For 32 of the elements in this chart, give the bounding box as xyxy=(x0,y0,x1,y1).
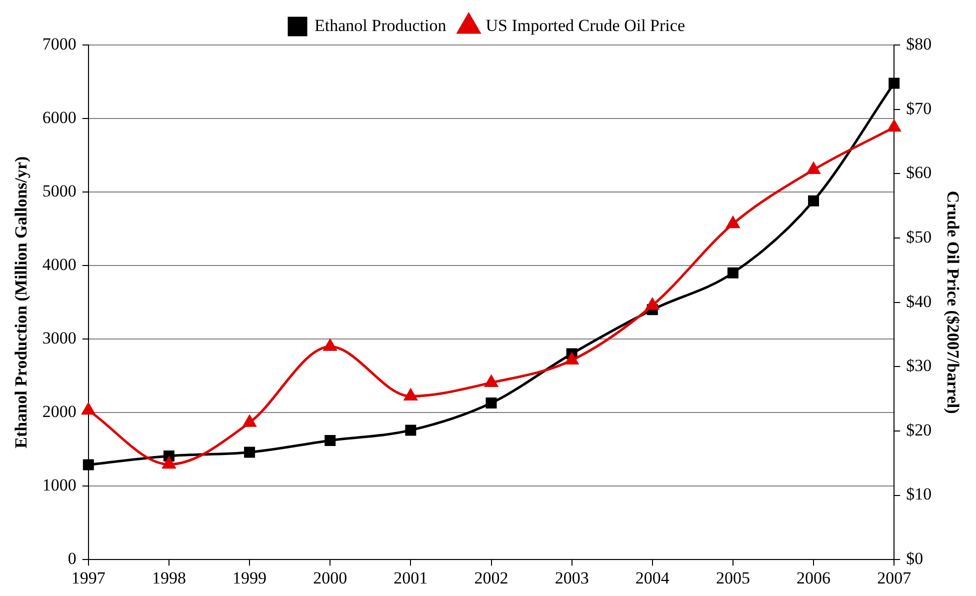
y2-tick-label: $40 xyxy=(906,292,932,311)
y-axis-title: Ethanol Production (Million Gallons/yr) xyxy=(12,156,31,448)
y-tick-label: 4000 xyxy=(42,255,76,274)
x-tick-label: 1999 xyxy=(232,568,267,588)
x-tick-label: 2005 xyxy=(716,568,750,588)
y-tick-label: 6000 xyxy=(42,108,76,127)
y-tick-label: 7000 xyxy=(42,34,76,54)
y2-tick-label: $80 xyxy=(906,34,932,54)
x-tick-label: 2000 xyxy=(313,568,348,588)
legend-label: Ethanol Production xyxy=(314,16,447,35)
x-tick-label: 2001 xyxy=(394,568,428,588)
x-tick-label: 1997 xyxy=(71,568,106,588)
x-tick-label: 2006 xyxy=(796,568,831,588)
y2-tick-label: $20 xyxy=(906,420,932,440)
y-tick-label: 1000 xyxy=(42,476,76,495)
x-tick-label: 2004 xyxy=(635,568,670,588)
y2-tick-label: $60 xyxy=(906,163,932,182)
y2-tick-label: $0 xyxy=(906,549,924,568)
y2-tick-label: $30 xyxy=(906,356,932,376)
x-tick-label: 2003 xyxy=(554,568,589,588)
x-tick-label: 1998 xyxy=(152,568,186,588)
x-tick-label: 2007 xyxy=(877,568,912,588)
y2-tick-label: $50 xyxy=(906,227,932,246)
y-tick-label: 3000 xyxy=(42,328,76,348)
y-tick-label: 2000 xyxy=(42,402,76,422)
y-tick-label: 5000 xyxy=(42,181,76,200)
y2-tick-label: $10 xyxy=(906,484,932,504)
y2-tick-label: $70 xyxy=(906,98,932,118)
x-tick-label: 2002 xyxy=(474,568,508,588)
legend-label: US Imported Crude Oil Price xyxy=(486,16,685,35)
y2-axis-title: Crude Oil Price ($2007/barrel) xyxy=(943,190,962,414)
y-tick-label: 0 xyxy=(68,549,76,568)
